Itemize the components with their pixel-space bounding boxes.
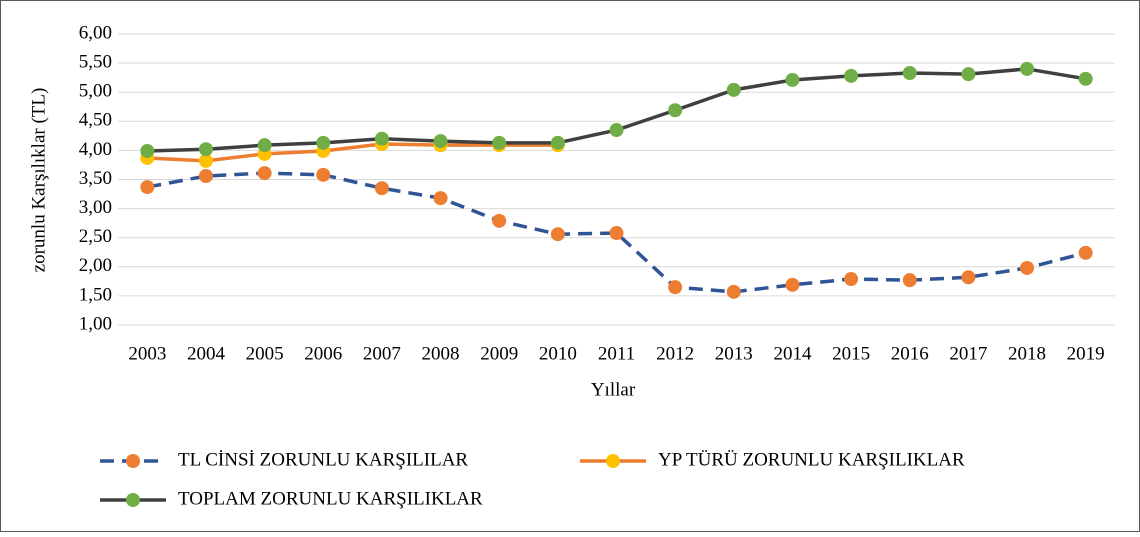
series-marker (726, 82, 741, 97)
series-marker (1078, 245, 1093, 260)
series-marker (844, 272, 859, 287)
series-marker (492, 135, 507, 150)
legend-marker (126, 493, 140, 507)
series-marker (961, 270, 976, 285)
x-tick-label: 2016 (891, 343, 929, 364)
y-tick-label: 5,50 (79, 51, 112, 72)
series-marker (257, 166, 272, 181)
legend-label: TL CİNSİ ZORUNLU KARŞILILAR (178, 449, 468, 470)
x-tick-label: 2004 (187, 343, 226, 364)
series-marker (785, 277, 800, 292)
series-marker (1020, 260, 1035, 275)
x-tick-label: 2015 (832, 343, 870, 364)
series-marker (902, 65, 917, 80)
x-tick-label: 2010 (539, 343, 577, 364)
series-marker (1078, 71, 1093, 86)
legend-marker (606, 454, 620, 468)
y-tick-label: 5,00 (79, 81, 112, 102)
x-tick-label: 2014 (773, 343, 812, 364)
x-tick-label: 2017 (949, 343, 987, 364)
x-tick-label: 2008 (422, 343, 460, 364)
legend-marker (126, 454, 140, 468)
series-marker (140, 180, 155, 195)
x-tick-label: 2005 (246, 343, 284, 364)
series-marker (492, 213, 507, 228)
y-tick-label: 1,00 (79, 313, 112, 334)
series-marker (198, 169, 213, 184)
series-marker (1020, 61, 1035, 76)
series-marker (668, 280, 683, 295)
series-marker (433, 191, 448, 206)
y-tick-label: 2,00 (79, 255, 112, 276)
series-marker (902, 273, 917, 288)
x-tick-label: 2003 (128, 343, 166, 364)
x-axis-label: Yıllar (591, 379, 636, 400)
y-tick-label: 6,00 (79, 22, 112, 43)
series-marker (668, 103, 683, 118)
series-marker (961, 67, 976, 82)
y-tick-label: 4,00 (79, 139, 112, 160)
series-marker (609, 123, 624, 138)
series-marker (374, 131, 389, 146)
x-tick-label: 2009 (480, 343, 518, 364)
series-marker (374, 181, 389, 196)
x-tick-label: 2019 (1067, 343, 1105, 364)
y-tick-label: 2,50 (79, 226, 112, 247)
y-tick-label: 3,50 (79, 168, 112, 189)
series-marker (726, 284, 741, 299)
series-marker (785, 72, 800, 87)
series-marker (140, 143, 155, 158)
x-tick-label: 2018 (1008, 343, 1046, 364)
x-tick-label: 2013 (715, 343, 753, 364)
y-tick-label: 4,50 (79, 110, 112, 131)
series-line (146, 171, 1087, 294)
legend-label: YP TÜRÜ ZORUNLU KARŞILIKLAR (658, 449, 965, 470)
x-tick-label: 2007 (363, 343, 401, 364)
legend-label: TOPLAM ZORUNLU KARŞILIKLAR (178, 488, 483, 509)
series-marker (316, 167, 331, 182)
series-marker (844, 68, 859, 83)
series-marker (550, 227, 565, 242)
series-line (147, 142, 558, 163)
x-tick-label: 2006 (304, 343, 342, 364)
series-marker (198, 142, 213, 157)
y-tick-label: 1,50 (79, 284, 112, 305)
series-marker (198, 153, 213, 168)
y-tick-label: 3,00 (79, 197, 112, 218)
series-marker (257, 138, 272, 153)
series-marker (550, 135, 565, 150)
x-tick-label: 2011 (598, 343, 635, 364)
series-marker (433, 134, 448, 149)
series-marker (316, 135, 331, 150)
y-axis-label: zorunlu Karşılıklar (TL) (28, 88, 49, 273)
x-tick-label: 2012 (656, 343, 694, 364)
series-marker (609, 226, 624, 241)
